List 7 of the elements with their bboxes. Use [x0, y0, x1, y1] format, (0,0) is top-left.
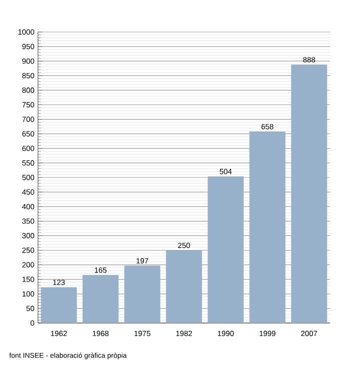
bar [249, 132, 286, 323]
bar [40, 287, 77, 323]
bar [291, 64, 328, 323]
bar [208, 176, 244, 323]
bar [124, 266, 160, 323]
bar [82, 274, 119, 323]
bar [166, 250, 202, 323]
